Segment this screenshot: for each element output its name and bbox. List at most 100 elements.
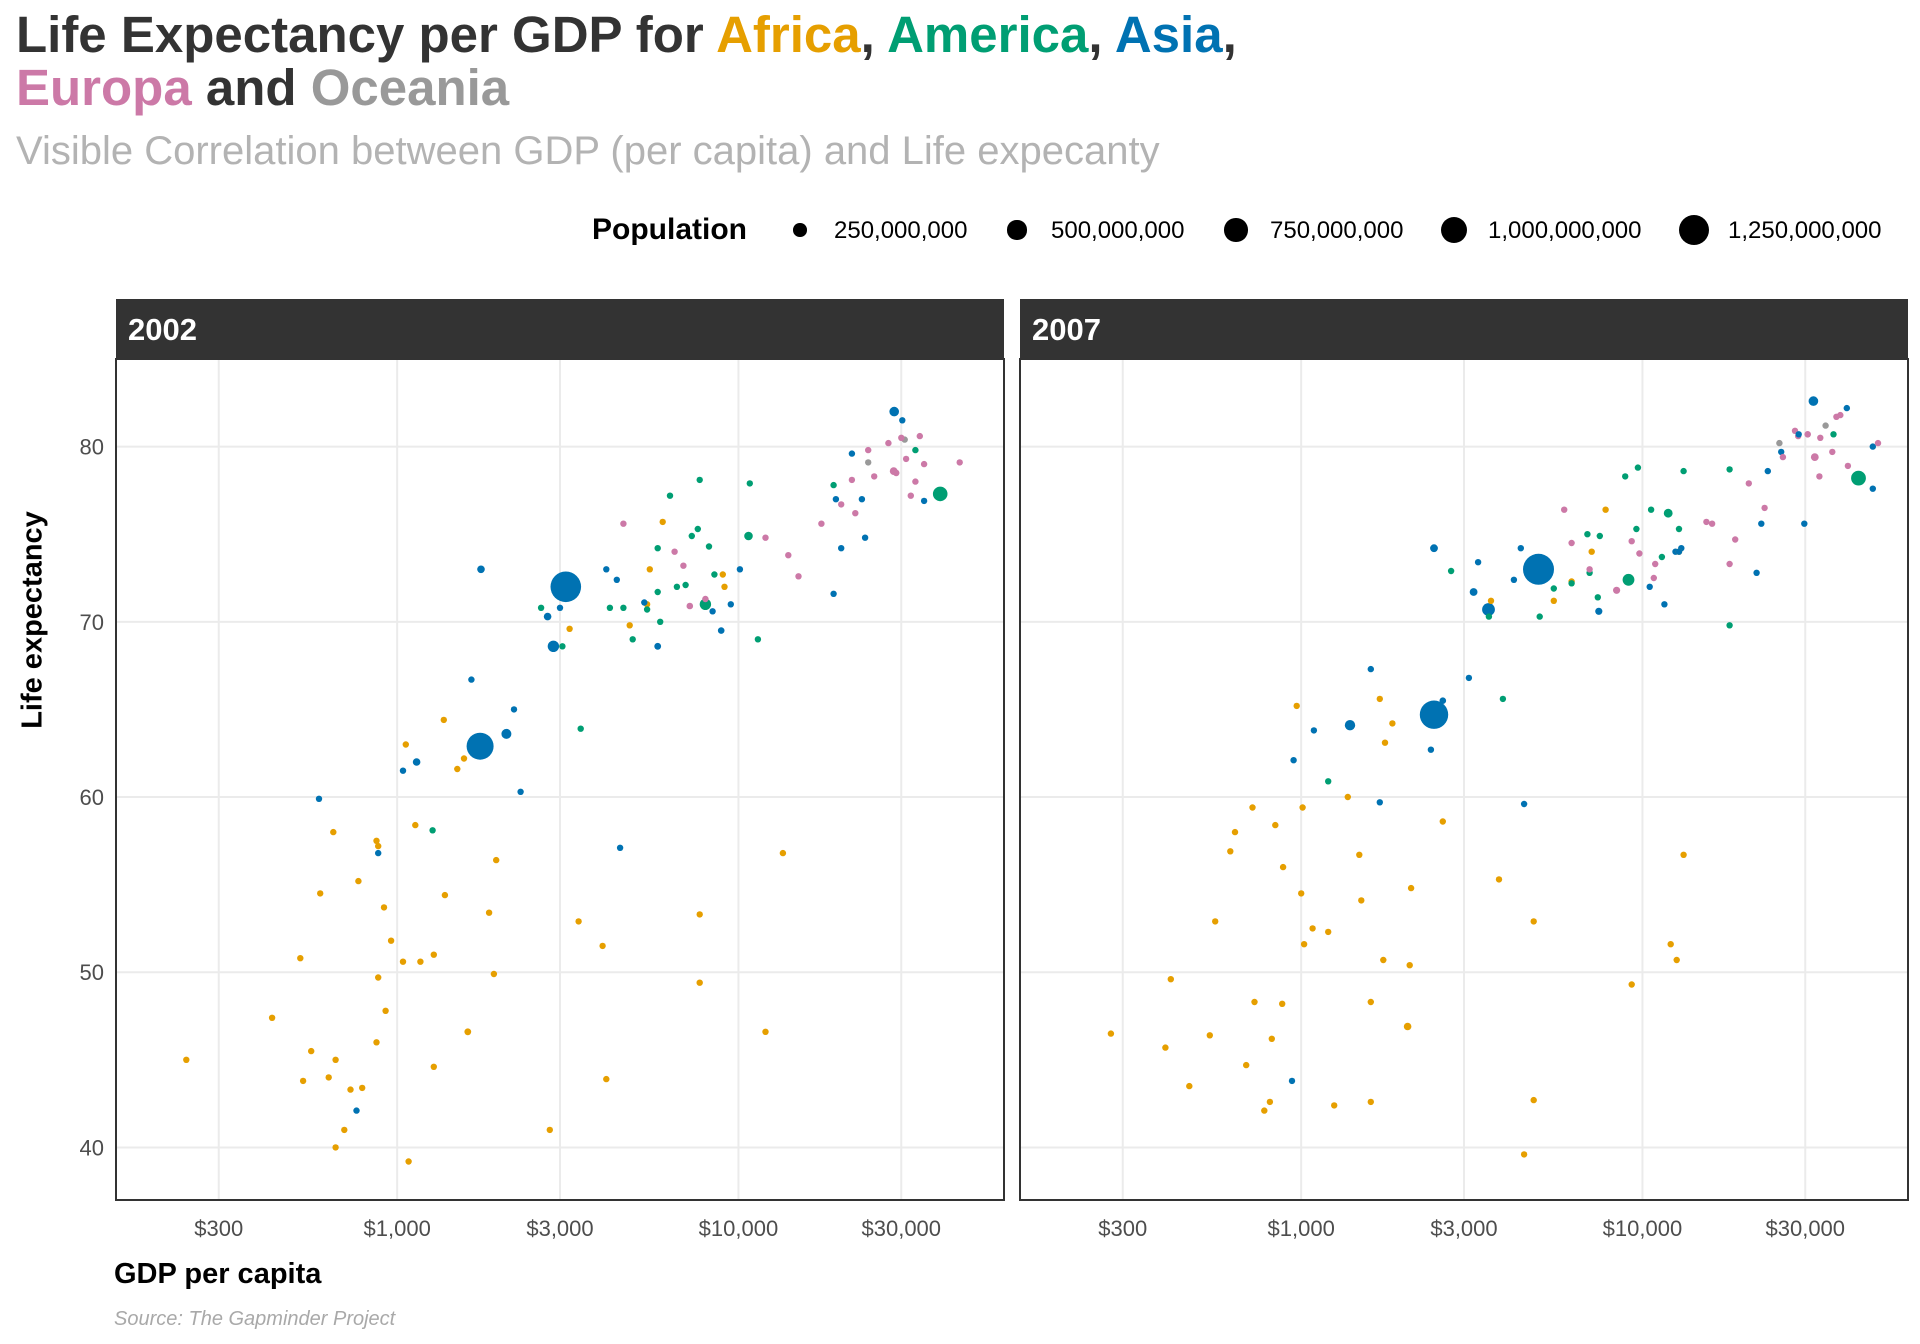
data-point	[1658, 553, 1666, 561]
legend-dot	[1007, 220, 1027, 240]
data-point	[1231, 828, 1239, 836]
title-part: Africa	[716, 6, 861, 63]
x-tick-label: $10,000	[1603, 1216, 1683, 1240]
legend-dot	[793, 223, 807, 237]
data-point	[1530, 1096, 1537, 1104]
data-point	[464, 1028, 472, 1036]
data-point	[493, 856, 500, 864]
data-point	[932, 486, 948, 502]
data-point	[1380, 956, 1387, 964]
data-point	[341, 1126, 348, 1134]
data-point	[1829, 448, 1836, 456]
data-point	[1243, 1061, 1250, 1069]
data-point	[1465, 674, 1473, 682]
data-point	[1663, 508, 1673, 518]
data-point	[1487, 597, 1495, 604]
data-point	[373, 837, 380, 844]
size-legend: Population 250,000,000 500,000,000 750,000…	[0, 205, 1920, 255]
x-tick-label: $300	[1098, 1216, 1147, 1240]
y-tick-label: 50	[80, 960, 104, 985]
data-point	[1622, 473, 1629, 480]
data-point	[1367, 1098, 1375, 1106]
data-point	[1830, 431, 1837, 438]
facet-strip	[1020, 299, 1908, 359]
data-point	[1843, 404, 1851, 412]
data-point	[641, 599, 648, 606]
data-point	[1561, 506, 1568, 513]
data-point	[1227, 848, 1234, 855]
data-point	[1726, 466, 1733, 473]
data-point	[889, 406, 899, 417]
x-tick-label: $1,000	[1268, 1216, 1335, 1240]
data-point	[347, 1086, 354, 1093]
data-point	[838, 501, 845, 508]
data-point	[1499, 695, 1507, 703]
data-point	[359, 1084, 366, 1092]
data-point	[1469, 588, 1478, 596]
data-point	[746, 480, 753, 487]
data-point	[1636, 550, 1643, 557]
data-point	[1279, 863, 1287, 871]
data-point	[1186, 1082, 1193, 1090]
data-point	[375, 849, 382, 857]
data-point	[956, 459, 963, 466]
data-point	[818, 520, 825, 527]
data-point	[865, 459, 872, 466]
data-point	[1844, 462, 1852, 470]
title-part: America	[887, 6, 1089, 63]
data-point	[694, 525, 701, 533]
legend-dot	[1440, 216, 1468, 244]
data-point	[1675, 525, 1683, 533]
data-point	[865, 446, 872, 454]
data-point	[1407, 884, 1415, 892]
data-point	[1206, 1032, 1214, 1039]
data-point	[575, 918, 582, 925]
panel-border	[115, 358, 1005, 1201]
data-point	[1523, 553, 1554, 585]
data-point	[727, 601, 734, 608]
data-point	[183, 1056, 190, 1064]
data-point	[566, 625, 573, 632]
data-point	[1344, 720, 1356, 731]
data-point	[599, 942, 606, 950]
data-point	[1680, 851, 1687, 858]
data-point	[299, 1077, 307, 1085]
data-point	[1367, 665, 1375, 673]
legend-label: 750,000,000	[1270, 217, 1404, 244]
data-point	[1439, 697, 1447, 704]
data-point	[682, 581, 689, 589]
data-point	[1801, 520, 1808, 527]
data-point	[673, 583, 681, 590]
data-point	[686, 602, 694, 610]
data-point	[606, 604, 614, 611]
x-tick-label: $30,000	[1766, 1216, 1846, 1240]
data-point	[1550, 585, 1558, 592]
data-point	[1837, 411, 1844, 419]
data-point	[1634, 464, 1642, 471]
data-point	[1595, 607, 1603, 615]
data-point	[1381, 739, 1389, 746]
data-point	[1510, 576, 1518, 583]
data-point	[916, 432, 923, 440]
data-point	[629, 636, 636, 643]
data-point	[646, 566, 653, 573]
data-point	[717, 627, 725, 634]
data-point	[1325, 778, 1332, 785]
data-point	[613, 576, 620, 583]
data-point	[744, 531, 753, 541]
data-point	[620, 520, 627, 527]
title-part: ,	[860, 6, 888, 63]
data-point	[1495, 876, 1503, 883]
data-point	[654, 588, 661, 596]
data-point	[709, 608, 716, 615]
title-part: Oceania	[310, 59, 510, 116]
x-tick-label: $3,000	[526, 1216, 593, 1240]
data-point	[1474, 559, 1482, 566]
data-point	[1647, 506, 1655, 513]
data-point	[1298, 890, 1305, 897]
data-point	[892, 469, 900, 477]
legend-title: Population	[592, 213, 747, 246]
data-point	[1167, 976, 1175, 983]
data-point	[517, 788, 524, 795]
data-point	[1667, 941, 1674, 948]
